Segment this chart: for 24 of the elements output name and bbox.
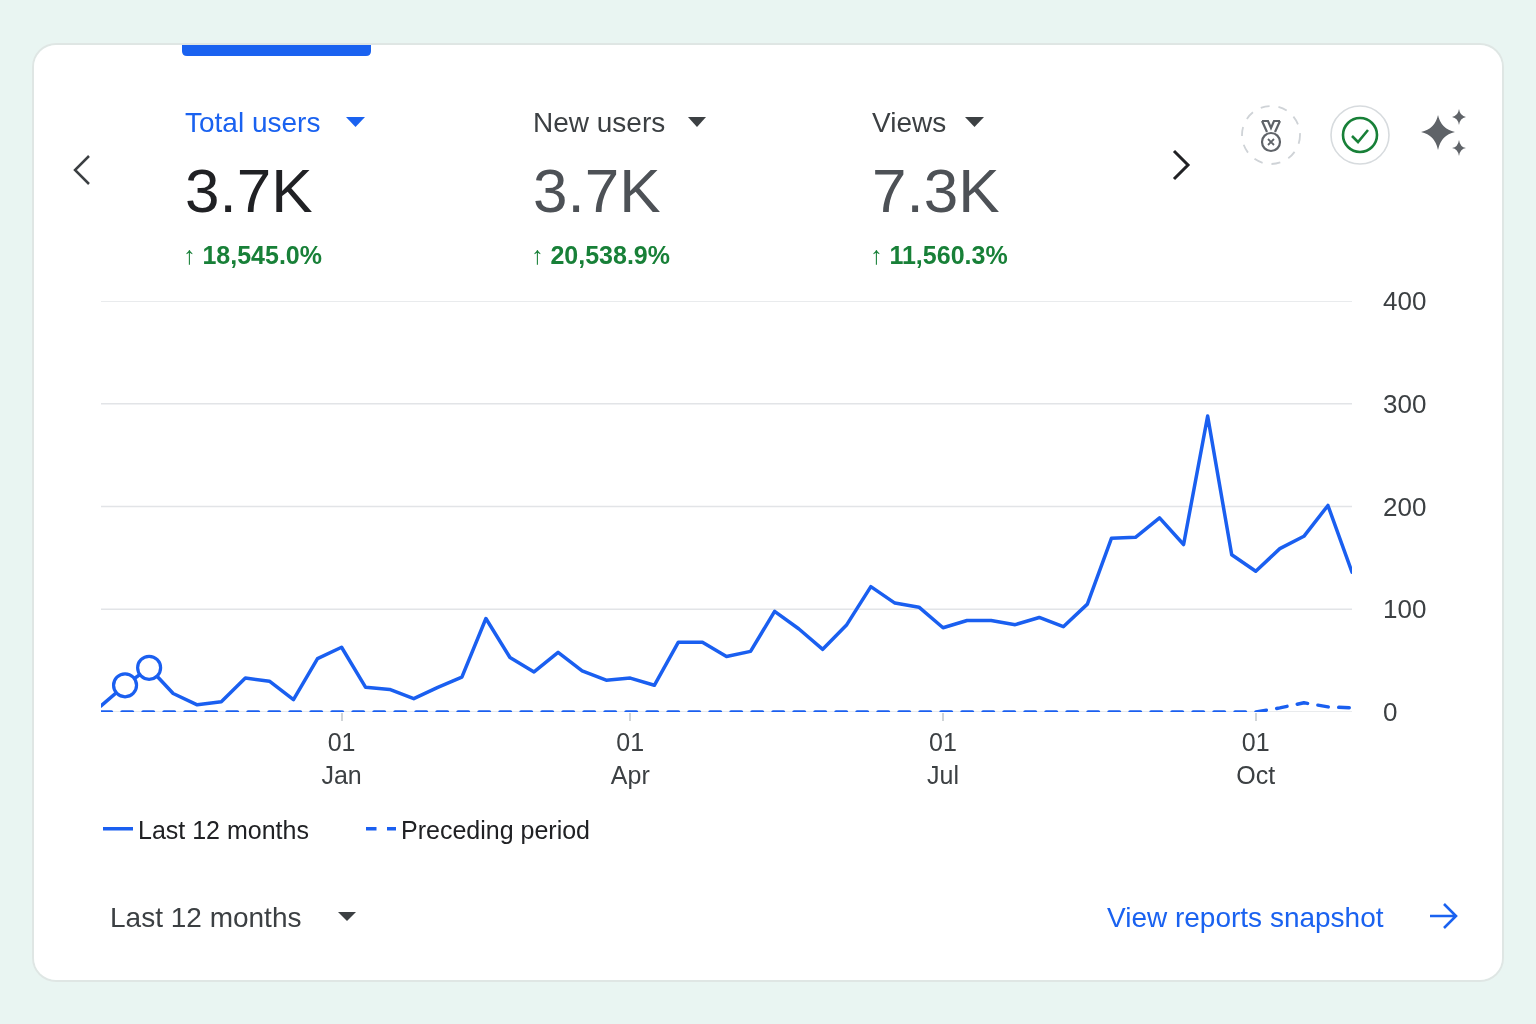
x-tick-label: 01 Jan (321, 728, 362, 789)
text: Views (872, 107, 947, 138)
text: 3.7K (185, 156, 313, 225)
text: 3.7K (533, 156, 661, 225)
text: Last 12 months (110, 902, 302, 933)
y-tick-label: 300 (1383, 388, 1427, 419)
x-tick-label: 01 Jul (927, 728, 959, 789)
y-tick-label: 100 (1383, 594, 1427, 625)
legend-label: Last 12 months (138, 815, 309, 844)
line-series (101, 414, 1352, 708)
text: ↑ 20,538.9% (531, 241, 670, 269)
legend-label: Preceding period (401, 815, 591, 844)
x-tick-label: 01 Apr (610, 728, 650, 789)
text: 7.3K (872, 156, 1000, 225)
y-tick-label: 0 (1383, 697, 1398, 728)
y-tick-label: 400 (1383, 286, 1427, 317)
text: ↑ 18,545.0% (183, 241, 322, 269)
x-tick-label: 01 Oct (1236, 728, 1276, 789)
y-tick-label: 200 (1383, 491, 1427, 522)
line-series (101, 701, 1352, 712)
text: View reports snapshot (1107, 902, 1384, 933)
text: Total users (185, 107, 321, 138)
text: New users (533, 107, 666, 138)
text: ↑ 11,560.3% (870, 241, 1008, 269)
